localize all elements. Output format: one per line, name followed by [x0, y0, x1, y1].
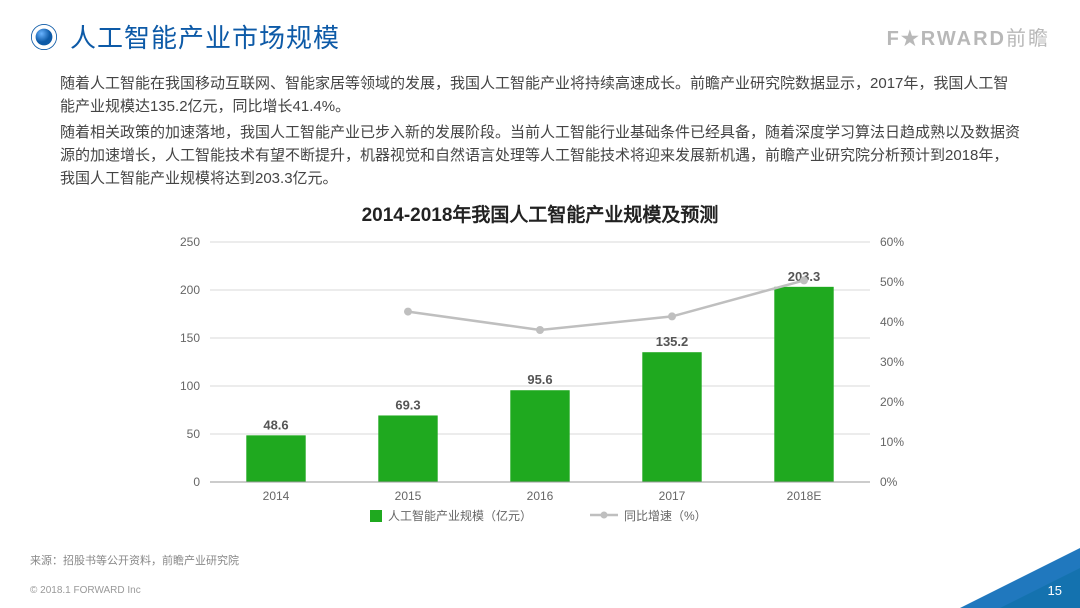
svg-text:200: 200	[180, 283, 200, 297]
svg-text:0%: 0%	[880, 475, 898, 489]
paragraph-1: 随着人工智能在我国移动互联网、智能家居等领域的发展，我国人工智能产业将持续高速成…	[60, 72, 1020, 119]
svg-text:2017: 2017	[659, 489, 686, 503]
svg-text:2016: 2016	[527, 489, 554, 503]
svg-text:2015: 2015	[395, 489, 422, 503]
svg-text:150: 150	[180, 331, 200, 345]
globe-bullet-icon	[30, 23, 58, 51]
svg-text:50: 50	[187, 427, 201, 441]
source-text: 来源：招股书等公开资料，前瞻产业研究院	[30, 552, 239, 568]
svg-text:0: 0	[193, 475, 200, 489]
svg-text:40%: 40%	[880, 315, 904, 329]
slide: 人工智能产业市场规模 F★RWARD前瞻 随着人工智能在我国移动互联网、智能家居…	[0, 0, 1080, 608]
svg-text:250: 250	[180, 235, 200, 249]
corner-decoration	[960, 548, 1080, 608]
svg-text:2018E: 2018E	[787, 489, 822, 503]
svg-text:30%: 30%	[880, 355, 904, 369]
svg-text:50%: 50%	[880, 275, 904, 289]
svg-text:2014: 2014	[263, 489, 290, 503]
svg-text:69.3: 69.3	[395, 397, 420, 412]
chart-title: 2014-2018年我国人工智能产业规模及预测	[0, 200, 1080, 227]
page-number: 15	[1048, 583, 1062, 598]
ai-market-chart: 0 50 100 150 200 250 0% 10% 20% 30% 40% 50% 60% 48.6 2…	[150, 232, 930, 532]
copyright-text: © 2018.1 FORWARD Inc	[30, 585, 141, 596]
page-title: 人工智能产业市场规模	[70, 18, 340, 55]
svg-text:同比增速（%）: 同比增速（%）	[624, 509, 707, 523]
svg-text:10%: 10%	[880, 435, 904, 449]
svg-text:48.6: 48.6	[263, 417, 288, 432]
svg-text:95.6: 95.6	[527, 372, 552, 387]
svg-text:20%: 20%	[880, 395, 904, 409]
svg-text:100: 100	[180, 379, 200, 393]
brand-light: 前瞻	[1006, 28, 1050, 50]
body-text: 随着人工智能在我国移动互联网、智能家居等领域的发展，我国人工智能产业将持续高速成…	[60, 72, 1020, 192]
svg-text:135.2: 135.2	[656, 334, 689, 349]
svg-text:人工智能产业规模（亿元）: 人工智能产业规模（亿元）	[388, 508, 532, 523]
brand-bold: F★RWARD	[887, 28, 1006, 50]
brand-logo: F★RWARD前瞻	[887, 22, 1050, 51]
svg-text:60%: 60%	[880, 235, 904, 249]
paragraph-2: 随着相关政策的加速落地，我国人工智能产业已步入新的发展阶段。当前人工智能行业基础…	[60, 121, 1020, 191]
